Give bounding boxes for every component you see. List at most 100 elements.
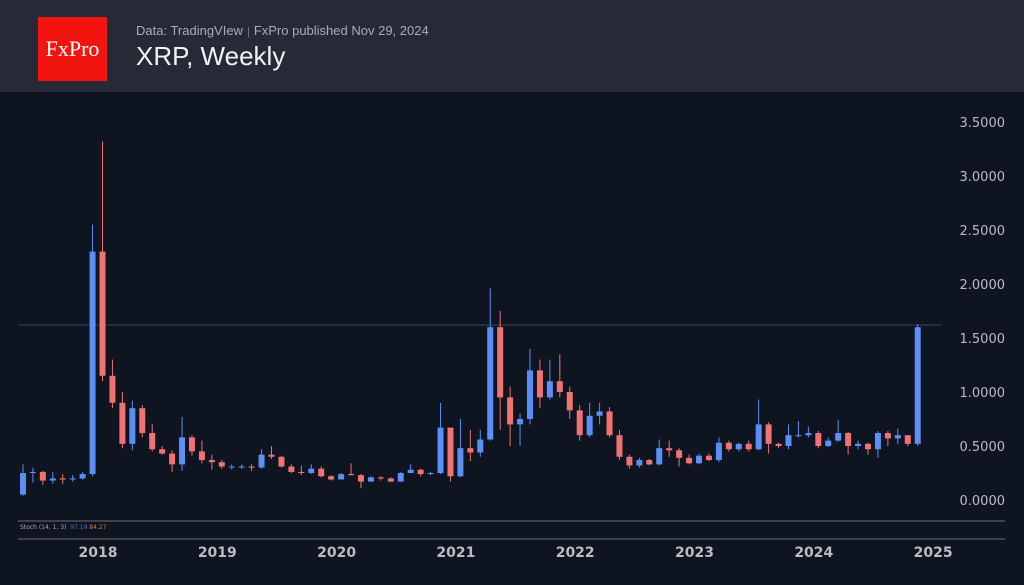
- candle-body: [119, 402, 126, 444]
- candle: [39, 470, 46, 485]
- candle: [884, 430, 891, 446]
- candle-body: [228, 466, 235, 468]
- x-tick-label: 2025: [914, 545, 953, 561]
- candle-body: [318, 468, 325, 477]
- candle-body: [497, 327, 504, 398]
- x-tick-label: 2019: [198, 545, 237, 561]
- candle: [636, 457, 643, 468]
- candle: [427, 471, 434, 476]
- candle-body: [745, 443, 752, 450]
- candle: [377, 476, 384, 481]
- candle: [49, 471, 56, 484]
- candle: [417, 468, 424, 477]
- candle: [666, 440, 673, 457]
- published-date: FxPro published Nov 29, 2024: [253, 23, 429, 38]
- candle-body: [19, 473, 26, 495]
- candle-body: [179, 437, 186, 465]
- candle-body: [904, 435, 911, 444]
- candle: [874, 430, 881, 458]
- candle-body: [467, 448, 474, 453]
- candle: [656, 439, 663, 466]
- candle-body: [357, 475, 364, 482]
- candle: [457, 419, 464, 478]
- candle-body: [636, 460, 643, 466]
- candle-body: [188, 437, 195, 452]
- candle: [139, 404, 146, 438]
- stoch-k-value: 97.19: [70, 524, 88, 531]
- candle-body: [159, 449, 166, 454]
- candle-body: [487, 327, 494, 440]
- candle: [109, 359, 116, 409]
- candle-body: [765, 424, 772, 444]
- chart-title: XRP, Weekly: [136, 41, 286, 71]
- candle: [696, 453, 703, 465]
- candle-body: [715, 442, 722, 461]
- candle: [626, 454, 633, 469]
- candle: [845, 431, 852, 455]
- candle: [517, 413, 524, 446]
- candle-body: [646, 460, 653, 465]
- candle: [328, 475, 335, 481]
- candle-body: [99, 251, 106, 376]
- candle-body: [586, 415, 593, 436]
- candle-body: [705, 455, 712, 461]
- candle-body: [865, 443, 872, 450]
- candle-body: [556, 381, 563, 392]
- candle: [208, 454, 215, 470]
- candle-body: [606, 411, 613, 436]
- candle: [19, 464, 26, 496]
- x-tick-label: 2023: [675, 545, 714, 561]
- candle-body: [367, 477, 374, 482]
- candle: [835, 420, 842, 442]
- candle: [179, 416, 186, 471]
- candle-body: [39, 471, 46, 481]
- candle-body: [686, 457, 693, 464]
- candle-body: [914, 327, 921, 444]
- candle-body: [626, 456, 633, 466]
- candle: [865, 442, 872, 455]
- candle-body: [526, 370, 533, 419]
- candle: [507, 386, 514, 446]
- candle-body: [546, 381, 553, 398]
- candle: [556, 354, 563, 398]
- candle: [904, 435, 911, 446]
- candle: [89, 224, 96, 477]
- candle-body: [845, 433, 852, 446]
- candle: [795, 421, 802, 438]
- y-tick-label: 0.0000: [960, 494, 1006, 509]
- candle-body: [805, 433, 812, 436]
- candle-body: [755, 424, 762, 450]
- candle-body: [268, 454, 275, 457]
- candle: [646, 458, 653, 466]
- candle-body: [566, 392, 573, 411]
- candle-body: [576, 410, 583, 436]
- candle-body: [437, 427, 444, 473]
- candle: [526, 348, 533, 425]
- candle: [586, 402, 593, 438]
- candle: [367, 476, 374, 482]
- candle: [288, 464, 295, 473]
- y-tick-label: 2.0000: [960, 278, 1006, 293]
- x-tick-label: 2024: [794, 545, 833, 561]
- y-tick-label: 3.5000: [960, 116, 1006, 131]
- candle: [407, 464, 414, 473]
- candle: [218, 460, 225, 469]
- candle: [785, 424, 792, 450]
- candle-body: [308, 468, 315, 473]
- candle-body: [457, 448, 464, 477]
- candle: [765, 422, 772, 454]
- candle-body: [328, 476, 335, 480]
- candle-body: [884, 433, 891, 439]
- candle: [278, 455, 285, 468]
- candle: [914, 323, 921, 446]
- candle: [69, 475, 76, 482]
- x-tick-label: 2020: [317, 545, 356, 561]
- candle: [805, 426, 812, 438]
- y-tick-label: 2.5000: [960, 224, 1006, 239]
- candle-body: [59, 478, 66, 480]
- candle-body: [79, 474, 86, 479]
- candle: [338, 473, 345, 480]
- candle: [99, 141, 106, 382]
- candle: [815, 430, 822, 449]
- candlestick-chart[interactable]: 0.0000 0.5000 1.0000 1.5000 2.0000 2.5000 3.00…: [0, 92, 1024, 585]
